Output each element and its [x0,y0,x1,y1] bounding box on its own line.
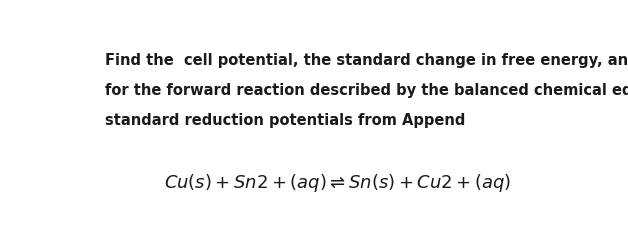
Text: standard reduction potentials from Append: standard reduction potentials from Appen… [106,113,465,128]
Text: for the forward reaction described by the balanced chemical equation below. Use : for the forward reaction described by th… [106,83,628,98]
Text: Find the  cell potential, the standard change in free energy, and the equilibriu: Find the cell potential, the standard ch… [106,53,628,68]
Text: $\mathit{Cu(s) + Sn2+(aq) \rightleftharpoons Sn(s) + Cu2+(aq)}$: $\mathit{Cu(s) + Sn2+(aq) \rightleftharp… [164,172,511,195]
